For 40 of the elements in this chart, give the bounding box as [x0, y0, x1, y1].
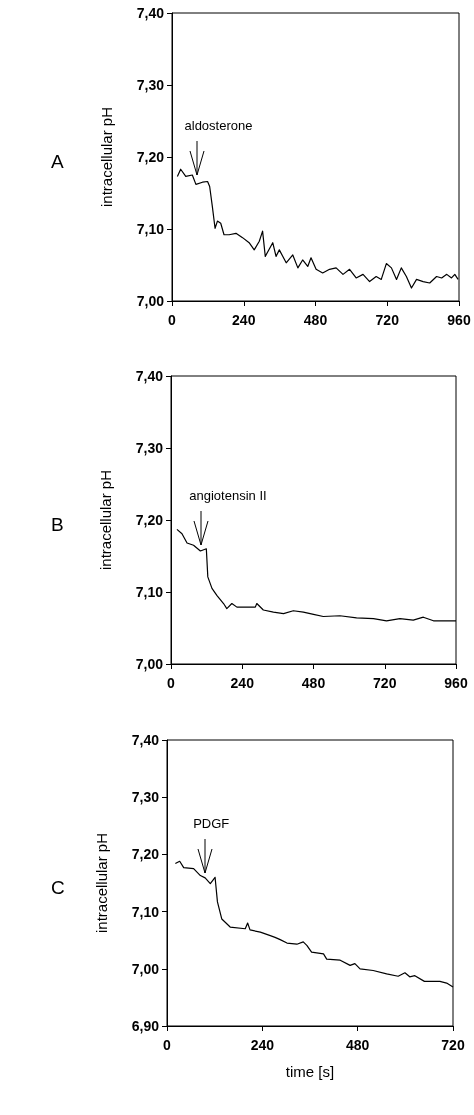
text: C [51, 877, 65, 898]
y-tick-label: 7,30 [135, 440, 164, 456]
y-axis-title: intracellular pH [93, 832, 110, 934]
x-tick-label: 720 [375, 312, 400, 328]
annotation: aldosterone [184, 117, 253, 133]
x-tick-label: 240 [230, 675, 255, 691]
y-tick-label: 7,20 [135, 512, 164, 528]
x-tick-label: 0 [163, 1037, 172, 1053]
x-tick-label: 480 [345, 1037, 370, 1053]
text: A [51, 151, 64, 172]
y-tick-label: 7,40 [131, 732, 160, 748]
y-tick-label: 7,20 [131, 846, 160, 863]
y-tick-label: 7,10 [135, 584, 164, 600]
y-axis-title: intracellular pH [97, 469, 114, 571]
text: B [51, 514, 64, 535]
y-tick-label: 7,00 [136, 293, 165, 309]
y-tick-label: 7,10 [131, 903, 160, 920]
y-tick-label: 7,40 [136, 5, 165, 21]
x-tick-label: 960 [447, 312, 471, 328]
y-tick-label: 7,00 [131, 960, 160, 977]
y-tick-label: 7,30 [136, 77, 165, 93]
x-tick-label: 960 [444, 675, 468, 691]
y-tick-label: 6,90 [131, 1018, 160, 1034]
y-axis-title: intracellular pH [98, 106, 115, 208]
x-tick-label: 240 [250, 1037, 275, 1053]
x-tick-label: 0 [167, 675, 176, 691]
annotation: angiotensin II [189, 487, 267, 503]
x-tick-label: 480 [303, 312, 328, 328]
x-tick-label: 480 [301, 675, 326, 691]
y-tick-label: 7,40 [135, 368, 164, 384]
annotation: PDGF [193, 816, 230, 832]
y-tick-label: 7,00 [135, 656, 164, 672]
x-tick-label: 0 [168, 312, 177, 328]
y-tick-label: 7,20 [136, 149, 165, 165]
y-tick-label: 7,30 [131, 789, 160, 806]
x-axis-title: time [s] [285, 1063, 335, 1080]
x-tick-label: 720 [373, 675, 397, 691]
x-tick-label: 240 [232, 312, 256, 328]
x-tick-label: 720 [441, 1037, 465, 1053]
y-tick-label: 7,10 [136, 221, 165, 237]
